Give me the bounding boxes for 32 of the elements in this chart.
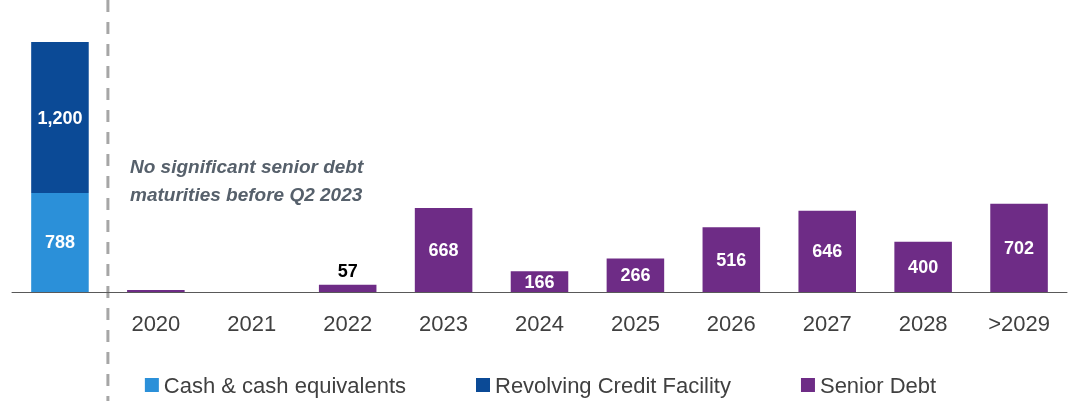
data-label: 266 (620, 265, 651, 286)
x-tick-label: 2020 (131, 310, 181, 336)
legend-label: Revolving Credit Facility (495, 372, 731, 398)
bar (31, 192, 89, 292)
bar (318, 284, 377, 292)
x-tick-label: >2029 (988, 310, 1050, 336)
x-tick-label: 2027 (802, 310, 852, 336)
annotation: No significant senior debt maturities before Q2 2023 (130, 155, 369, 205)
x-tick-label: 2023 (419, 310, 469, 336)
legend-label: Senior Debt (819, 372, 937, 398)
data-label: 702 (1004, 237, 1035, 258)
data-label: 1,200 (37, 107, 83, 128)
x-tick-label: 2025 (610, 310, 660, 336)
x-tick-label: 2024 (515, 310, 564, 336)
data-label: 668 (428, 240, 459, 261)
data-label: 788 (44, 232, 75, 253)
x-tick-label: 2026 (706, 310, 756, 336)
bar (798, 210, 856, 292)
legend-label: Cash & cash equivalents (163, 372, 406, 398)
data-label: 400 (908, 256, 939, 277)
x-tick-label: 2021 (227, 310, 277, 336)
data-label: 166 (524, 271, 555, 292)
bar (990, 203, 1048, 292)
data-label: 516 (716, 249, 747, 270)
bar (894, 241, 952, 292)
bar (31, 42, 89, 193)
bar (414, 208, 473, 292)
data-label: 57 (337, 260, 358, 281)
data-label: 646 (812, 241, 843, 262)
x-tick-label: 2028 (898, 310, 948, 336)
bar (702, 227, 761, 292)
x-tick-label: 2022 (323, 310, 373, 336)
